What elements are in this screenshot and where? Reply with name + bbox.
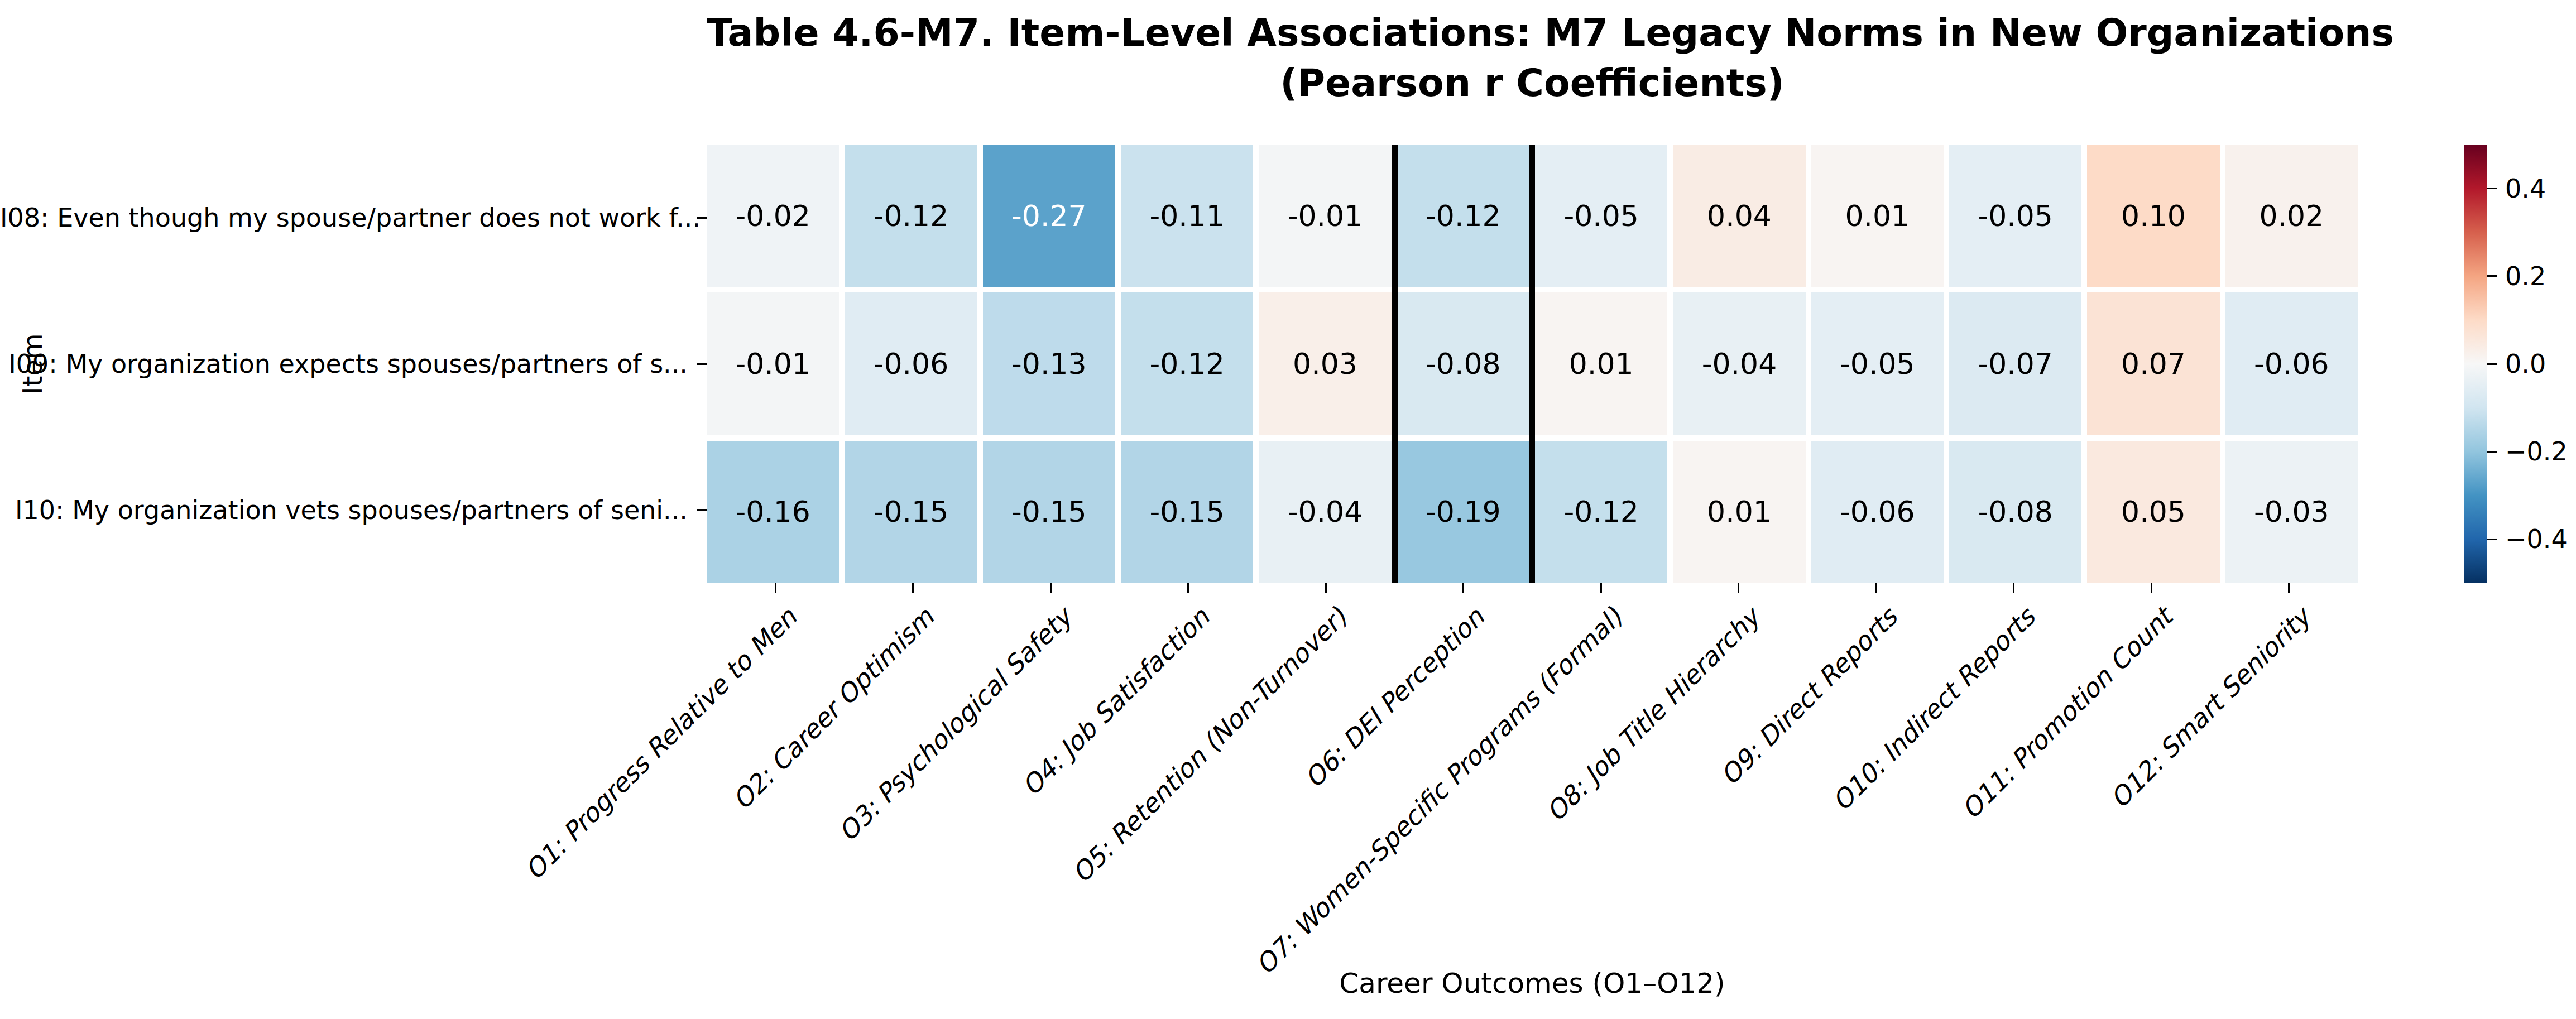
x-tick-mark [1600,583,1602,593]
heatmap-cell: -0.08 [1949,441,2081,583]
heatmap-cell: -0.12 [1397,145,1529,287]
colorbar-tick-mark [2487,275,2497,277]
x-tick-mark [2151,583,2152,593]
heatmap-cell: 0.01 [1535,292,1667,435]
x-tick-mark [1738,583,1739,593]
colorbar-tick-mark [2487,451,2497,453]
colorbar-tick-mark [2487,539,2497,540]
heatmap-cell: -0.06 [845,292,977,435]
heatmap-cell: -0.19 [1397,441,1529,583]
x-tick-mark [1325,583,1327,593]
colorbar-tick-label: −0.4 [2505,522,2568,556]
x-axis-label: Career Outcomes (O1–O12) [707,967,2358,999]
heatmap-cell: -0.13 [983,292,1115,435]
heatmap-cell: -0.06 [1811,441,1944,583]
x-tick-mark [2013,583,2014,593]
heatmap-cell: 0.01 [1811,145,1944,287]
heatmap-cell: 0.04 [1673,145,1805,287]
heatmap-cell: -0.05 [1949,145,2081,287]
y-tick-mark [697,217,707,219]
colorbar-tick-label: 0.0 [2505,347,2546,381]
heatmap-cell: -0.05 [1811,292,1944,435]
colorbar-tick-label: 0.2 [2505,259,2546,293]
heatmap-cell: 0.10 [2087,145,2219,287]
heatmap-cell: -0.12 [1535,441,1667,583]
heatmap-cell: -0.04 [1259,441,1391,583]
y-tick-mark [697,363,707,365]
colorbar-tick-label: 0.4 [2505,172,2546,205]
highlight-border-right [1529,145,1535,583]
heatmap-cell: -0.06 [2225,292,2358,435]
heatmap-cell: -0.11 [1121,145,1253,287]
x-tick-mark [1462,583,1464,593]
heatmap-cell: -0.15 [1121,441,1253,583]
heatmap-cell: -0.08 [1397,292,1529,435]
heatmap-cell: 0.01 [1673,441,1805,583]
heatmap-cell: -0.07 [1949,292,2081,435]
x-tick-mark [1875,583,1877,593]
heatmap-cell: -0.15 [845,441,977,583]
x-tick-mark [2288,583,2290,593]
heatmap-cell: -0.02 [707,145,839,287]
heatmap-cell: 0.02 [2225,145,2358,287]
row-label: I08: Even though my spouse/partner does … [0,200,688,235]
x-tick-label: O3: Psychological Safety [832,602,1077,847]
heatmap-cell: 0.07 [2087,292,2219,435]
heatmap-cell: -0.01 [1259,145,1391,287]
heatmap-cell: -0.03 [2225,441,2358,583]
heatmap-cell: -0.05 [1535,145,1667,287]
row-label: I10: My organization vets spouses/partne… [0,492,688,528]
chart-title-line1: Table 4.6-M7. Item-Level Associations: M… [707,8,2358,58]
heatmap-cell: -0.01 [707,292,839,435]
colorbar-tick-mark [2487,188,2497,189]
heatmap-cell: 0.05 [2087,441,2219,583]
heatmap-cell: -0.12 [1121,292,1253,435]
x-tick-label: O5: Retention (Non-Turnover) [1066,602,1352,888]
colorbar-tick-mark [2487,363,2497,365]
x-tick-mark [775,583,776,593]
heatmap-cell: -0.16 [707,441,839,583]
chart-title-line2: (Pearson r Coefficients) [707,58,2358,108]
heatmap-cell: -0.27 [983,145,1115,287]
x-tick-mark [1187,583,1189,593]
heatmap-cell: 0.03 [1259,292,1391,435]
heatmap-figure: Table 4.6-M7. Item-Level Associations: M… [0,0,2576,1019]
x-tick-label: O1: Progress Relative to Men [519,602,802,886]
y-tick-mark [697,510,707,511]
x-tick-mark [1050,583,1052,593]
chart-title: Table 4.6-M7. Item-Level Associations: M… [707,8,2358,108]
highlight-border-left [1392,145,1398,583]
row-label: I09: My organization expects spouses/par… [0,346,688,382]
colorbar-tick-label: −0.2 [2505,435,2568,468]
heatmap-cell: -0.12 [845,145,977,287]
heatmap-cell: -0.04 [1673,292,1805,435]
x-tick-mark [912,583,914,593]
heatmap-cell: -0.15 [983,441,1115,583]
colorbar [2464,145,2487,583]
